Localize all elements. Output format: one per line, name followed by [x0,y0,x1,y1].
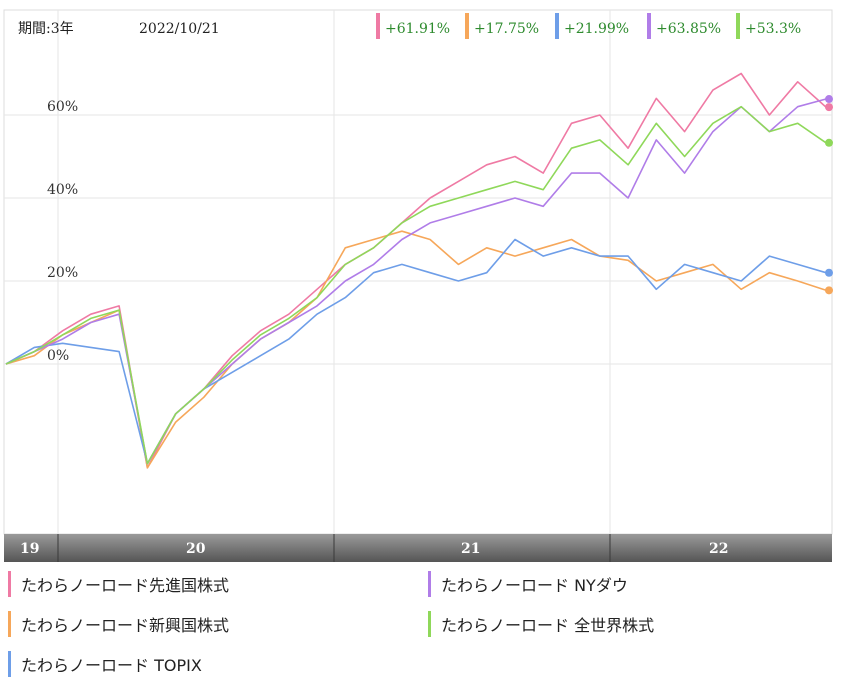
return-value: +61.91% [385,21,450,37]
x-year-label: 22 [709,541,728,557]
series-end-dot-1 [825,286,833,295]
series-end-dot-0 [825,103,833,112]
return-value: +63.85% [656,21,721,37]
series-end-dot-2 [825,268,833,277]
legend-label: たわらノーロード 全世界株式 [441,616,655,635]
legend-item-topix[interactable]: たわらノーロード TOPIX [8,650,202,678]
period-label: 期間:3年 [18,21,74,37]
return-value: +17.75% [474,21,539,37]
x-year-label: 19 [20,541,39,557]
series-line-4 [5,105,827,465]
return-value: +21.99% [564,21,629,37]
legend-swatch [428,571,431,597]
y-axis: 60% 40% 20% 0% [47,99,78,364]
y-tick-label: 0% [47,348,69,364]
y-tick-label: 20% [47,265,78,281]
x-axis-band: 19 20 21 22 [4,534,832,562]
legend-label: たわらノーロード TOPIX [21,656,202,675]
legend-label: たわらノーロード先進国株式 [21,576,230,595]
y-tick-label: 60% [47,99,78,115]
legend-item-allworld[interactable]: たわらノーロード 全世界株式 [428,610,654,638]
grid [4,10,832,534]
return-swatch [647,13,651,39]
legend-label: たわらノーロード NYダウ [441,576,628,595]
return-swatch [555,13,559,39]
x-axis-band-bg [4,534,832,562]
legend-swatch [8,651,11,677]
return-value: +53.3% [745,21,801,37]
legend-item-emerging[interactable]: たわらノーロード新興国株式 [8,610,229,638]
legend-item-developed[interactable]: たわらノーロード先進国株式 [8,570,229,598]
legend-swatch [8,611,11,637]
y-tick-label: 40% [47,182,78,198]
series-end-dot-4 [825,138,833,147]
x-year-label: 20 [186,541,206,557]
date-label: 2022/10/21 [139,21,220,37]
legend-label: たわらノーロード新興国株式 [21,616,230,635]
series-end-dot-3 [825,95,833,104]
return-swatch [376,13,380,39]
x-year-label: 21 [461,541,480,557]
return-swatch [736,13,740,39]
legend-item-nydow[interactable]: たわらノーロード NYダウ [428,570,628,598]
returns-bar: +61.91% +17.75% +21.99% +63.85% +53.3% [376,13,801,39]
series-line-2 [5,238,827,465]
legend-swatch [428,611,431,637]
chart: 60% 40% 20% 0% 19 20 21 22 期間:3年 2022/10/21 +6… [3,9,833,562]
plot-background [3,9,833,535]
series-lines [5,72,833,469]
legend-swatch [8,571,11,597]
legend: たわらノーロード先進国株式 たわらノーロード NYダウ たわらノーロード新興国株… [0,566,844,691]
return-swatch [465,13,469,39]
